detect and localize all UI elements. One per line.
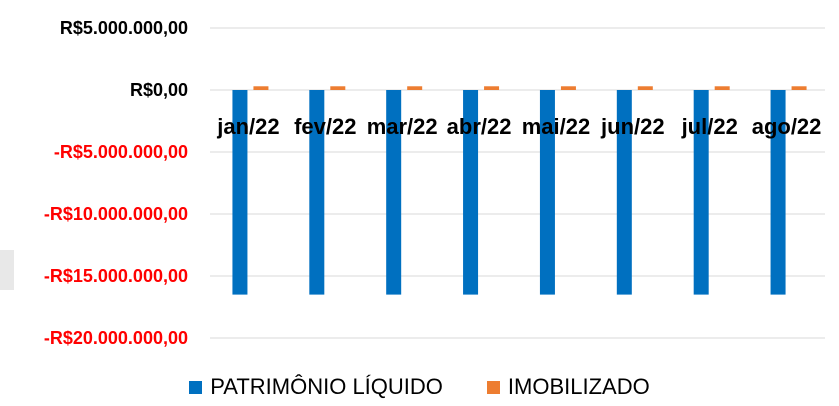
legend-swatch-imobilizado [486,380,500,394]
y-tick-label: -R$5.000.000,00 [54,142,188,162]
legend-swatch-patrimonio [189,380,203,394]
bar-patrimonio [539,90,555,295]
x-tick-label: fev/22 [294,114,356,139]
x-tick-label: mai/22 [522,114,591,139]
bar-imobilizado [791,86,807,90]
x-tick-label: ago/22 [752,114,822,139]
x-tick-label: mar/22 [367,114,438,139]
legend-item-imobilizado: IMOBILIZADO [486,374,650,400]
edge-artifact [0,250,14,290]
x-tick-label: abr/22 [447,114,512,139]
bar-imobilizado [484,86,500,90]
y-tick-label: -R$20.000.000,00 [44,328,188,348]
bar-patrimonio [693,90,709,295]
legend: PATRIMÔNIO LÍQUIDO IMOBILIZADO [0,372,839,402]
bar-imobilizado [253,86,269,90]
bar-patrimonio [232,90,248,295]
bar-imobilizado [560,86,576,90]
legend-item-patrimonio: PATRIMÔNIO LÍQUIDO [189,374,443,400]
y-tick-label: -R$15.000.000,00 [44,266,188,286]
bar-imobilizado [407,86,423,90]
x-tick-label: jun/22 [600,114,665,139]
bar-patrimonio [309,90,325,295]
y-tick-label: R$0,00 [130,80,188,100]
bar-patrimonio [386,90,402,295]
legend-label-patrimonio: PATRIMÔNIO LÍQUIDO [210,374,443,399]
y-tick-label: R$5.000.000,00 [60,18,188,38]
y-tick-label: -R$10.000.000,00 [44,204,188,224]
bar-patrimonio [616,90,632,295]
bar-patrimonio [463,90,479,295]
bar-imobilizado [330,86,346,90]
bar-imobilizado [637,86,653,90]
legend-label-imobilizado: IMOBILIZADO [507,374,650,399]
chart-plot: R$5.000.000,00 R$0,00 -R$5.000.000,00 -R$10… [44,18,825,348]
bar-imobilizado [714,86,730,90]
x-tick-label: jan/22 [216,114,279,139]
x-tick-label: jul/22 [681,114,738,139]
bar-patrimonio [770,90,786,295]
